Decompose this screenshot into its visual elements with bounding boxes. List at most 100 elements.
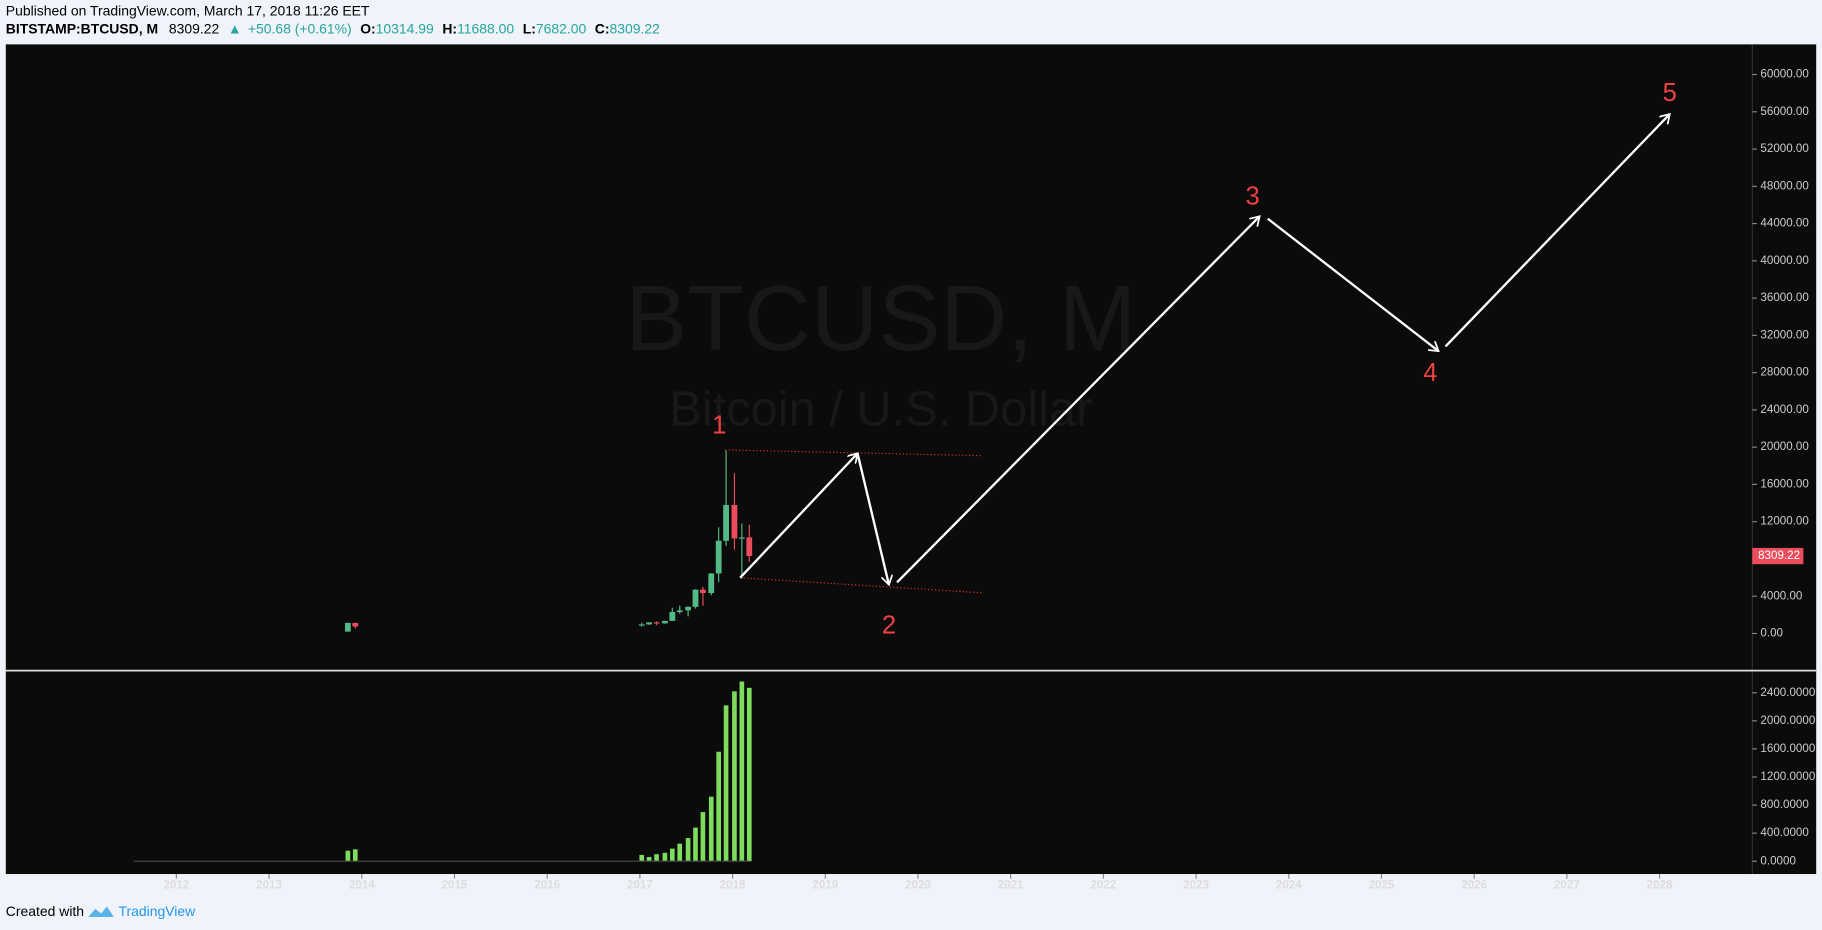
candle-body [676, 610, 683, 613]
symbol: BITSTAMP:BTCUSD, M [6, 20, 158, 36]
candle-body [723, 504, 729, 541]
close-label: C: [595, 20, 610, 36]
wave-label: 2 [882, 611, 896, 639]
y-tick-label: 1600.0000 [1760, 742, 1815, 755]
y-tick-label: 44000.00 [1760, 217, 1808, 230]
volume-bar [746, 687, 752, 862]
y-tick-label: 800.0000 [1760, 798, 1808, 811]
chart-background [5, 44, 1817, 875]
wave-label: 4 [1423, 359, 1437, 387]
brand-logo [88, 906, 114, 918]
x-tick-label: 2021 [998, 879, 1024, 892]
candle-body [352, 622, 359, 627]
plot: 0.004000.008000.0012000.0016000.0020000.… [133, 68, 1815, 892]
candle-body [638, 624, 645, 626]
candle-body [662, 620, 668, 624]
y-tick-label: 40000.00 [1760, 254, 1808, 267]
volume-bar [669, 848, 675, 862]
volume-bar [677, 843, 683, 862]
low-label: L: [523, 20, 536, 36]
y-tick-label: 32000.00 [1760, 328, 1808, 341]
x-tick-label: 2018 [720, 879, 746, 892]
volume-bar [352, 849, 358, 862]
last-price-label: 8309.22 [1758, 549, 1800, 562]
x-tick-label: 2017 [627, 879, 653, 892]
candle-body [646, 622, 653, 625]
x-tick-label: 2016 [534, 879, 560, 892]
up-arrow: ▲ [228, 20, 242, 36]
candle-body [708, 573, 715, 594]
high-value: 11688.00 [457, 20, 514, 36]
volume-bar [716, 751, 721, 862]
high-label: H: [442, 20, 457, 36]
candle-body [746, 537, 753, 557]
x-tick-label: 2028 [1647, 879, 1673, 892]
candle-body [669, 612, 676, 621]
arrow [856, 453, 889, 584]
y-tick-label: 28000.00 [1760, 366, 1808, 379]
volume-bar [654, 854, 659, 862]
volume-bar [662, 852, 668, 862]
x-tick-label: 2022 [1090, 879, 1116, 892]
watermark-symbol: BTCUSD, M [625, 266, 1136, 370]
candle-body [738, 537, 745, 539]
wave-label: 5 [1663, 79, 1677, 107]
y-tick-label: 20000.00 [1760, 440, 1808, 453]
arrow [739, 453, 857, 579]
y-tick-label: 0.0000 [1760, 854, 1796, 867]
candle-body [692, 589, 699, 607]
x-tick-label: 2012 [163, 879, 189, 892]
x-tick-label: 2020 [905, 879, 931, 892]
y-tick-label: 4000.00 [1760, 589, 1802, 602]
candle-body [653, 622, 660, 624]
x-tick-label: 2025 [1369, 879, 1395, 892]
x-tick-label: 2013 [256, 879, 282, 892]
published-note: Published on TradingView.com, March 17, … [6, 3, 370, 19]
volume-bar [732, 691, 737, 862]
x-tick-label: 2019 [812, 879, 838, 892]
y-tick-label: 56000.00 [1760, 105, 1808, 118]
volume-bar [345, 850, 351, 862]
x-tick-label: 2024 [1276, 879, 1302, 892]
volume-bar [708, 796, 714, 862]
y-tick-label: 1200.0000 [1760, 770, 1815, 783]
volume-bar [639, 854, 645, 862]
arrow [896, 216, 1260, 584]
candle-body [731, 504, 738, 539]
y-tick-label: 400.0000 [1760, 826, 1808, 839]
volume-bar [693, 827, 698, 862]
wave-label: 1 [712, 411, 726, 439]
y-tick-label: 2000.0000 [1760, 714, 1815, 727]
y-tick-label: 2400.0000 [1760, 686, 1815, 699]
volume-bar [700, 812, 706, 862]
last-price-tag [1752, 547, 1804, 565]
x-tick-label: 2026 [1461, 879, 1487, 892]
volume-bar [646, 857, 652, 862]
close-value: 8309.22 [609, 20, 660, 36]
wave-label: 3 [1246, 182, 1260, 210]
footer-brand[interactable]: TradingView [119, 903, 197, 919]
y-tick-label: 12000.00 [1760, 515, 1808, 528]
volume-bar [723, 705, 729, 862]
y-tick-label: 16000.00 [1760, 477, 1808, 490]
low-value: 7682.00 [536, 20, 587, 36]
arrow [1444, 114, 1670, 348]
candle-body [700, 589, 706, 594]
volume-bar [739, 681, 745, 862]
y-tick-label: 48000.00 [1760, 179, 1808, 192]
volume-bar [685, 838, 691, 862]
watermark-description: Bitcoin / U.S. Dollar [669, 383, 1092, 437]
open-value: 10314.99 [376, 20, 434, 36]
last-price: 8309.22 [169, 20, 220, 36]
y-tick-label: 36000.00 [1760, 291, 1808, 304]
candle-body [685, 606, 691, 611]
symbol-line: BITSTAMP:BTCUSD, M 8309.22 ▲ +50.68 (+0.… [6, 20, 660, 36]
arrow [1267, 217, 1439, 351]
y-tick-label: 60000.00 [1760, 68, 1808, 81]
y-tick-label: 24000.00 [1760, 403, 1808, 416]
trend-line [725, 449, 982, 457]
open-label: O: [360, 20, 375, 36]
x-tick-label: 2023 [1183, 879, 1209, 892]
candle-body [344, 622, 351, 632]
